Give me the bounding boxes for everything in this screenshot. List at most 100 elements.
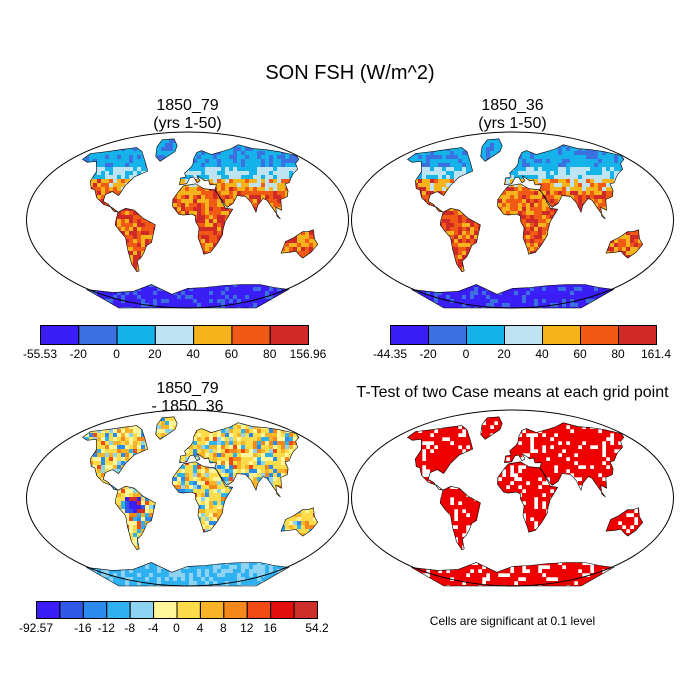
panel-2-title-line1: 1850_36 [481, 97, 544, 114]
coastline-africa [497, 461, 559, 533]
colorbar-tick-label: -55.53 [22, 347, 58, 361]
colorbar-swatch [246, 601, 272, 619]
colorbar-swatch [176, 601, 201, 619]
colorbar-swatch [293, 601, 319, 619]
colorbar-swatch [199, 601, 225, 619]
figure-title: SON FSH (W/m^2) [265, 62, 435, 84]
coastline-namerica [406, 425, 474, 491]
colorbar-swatch [36, 601, 61, 619]
colorbar-tick-label: 20 [497, 347, 511, 361]
coastline-namerica [81, 147, 149, 213]
panel-2-title-line2: (yrs 1-50) [478, 115, 547, 132]
colorbar-swatch [129, 601, 155, 619]
ocean [351, 410, 674, 586]
colorbar-swatch [580, 325, 619, 345]
map-border [351, 409, 674, 587]
colorbar-tick-label: 80 [611, 347, 625, 361]
coastline-samerica [114, 207, 156, 273]
coastline-eurasia [179, 144, 300, 220]
colorbar-swatch [106, 601, 131, 619]
coastline-eurasia [179, 422, 300, 498]
coastline-antarctica [86, 562, 290, 587]
colorbar-swatch [223, 601, 248, 619]
map-border [351, 131, 674, 309]
colorbar-swatch [154, 325, 195, 345]
panel-2-title: 1850_36 (yrs 1-50) [350, 97, 675, 133]
colorbar-tick-label: 60 [573, 347, 587, 361]
colorbar-swatch [82, 601, 108, 619]
colorbar-swatch [153, 601, 178, 619]
colorbar-tick-label: 0 [173, 621, 180, 635]
coastline-greenland [155, 416, 178, 440]
coastline-namerica [406, 147, 474, 213]
colorbar-tick-label: 156.96 [289, 347, 327, 361]
colorbar-1 [40, 325, 309, 345]
colorbar-tick-label: 16 [263, 621, 277, 635]
coastline-eurasia [504, 144, 625, 220]
colorbar-2 [390, 325, 657, 345]
colorbar-swatch [270, 601, 295, 619]
colorbar-1-labels: -55.53 -20 0 20 40 60 80 156.96 [23, 347, 326, 363]
colorbar-swatch [542, 325, 581, 345]
colorbar-tick-label: 161.4 [640, 347, 672, 361]
colorbar-tick-label: 80 [263, 347, 277, 361]
colorbar-swatch [193, 325, 233, 345]
colorbar-tick-label: -12 [97, 621, 115, 635]
map-panel-t-test [351, 409, 674, 587]
colorbar-swatch [390, 325, 429, 345]
colorbar-tick-label: 60 [224, 347, 239, 361]
panel-4-title: T-Test of two Case means at each grid po… [356, 384, 669, 401]
colorbar-3-labels: -92.57 -16 -12 -8 -4 0 4 8 12 16 54.2 [19, 621, 329, 637]
map-panel-1850-79 [26, 131, 349, 309]
coastline-samerica [439, 207, 481, 273]
coastline-eurasia [504, 422, 625, 498]
colorbar-swatch [428, 325, 467, 345]
colorbar-tick-label: -4 [147, 621, 159, 635]
coastline-samerica [439, 485, 481, 551]
coastline-africa [172, 461, 234, 533]
colorbar-swatch [40, 325, 80, 345]
colorbar-tick-label: -16 [74, 621, 92, 635]
colorbar-swatch [618, 325, 657, 345]
colorbar-swatch [116, 325, 156, 345]
coastline-samerica [114, 485, 156, 551]
coastline-africa [497, 183, 559, 255]
colorbar-tick-label: -20 [419, 347, 437, 361]
colorbar-swatch [231, 325, 271, 345]
map-panel-1850-36 [351, 131, 674, 309]
colorbar-tick-label: 40 [535, 347, 549, 361]
colorbar-tick-label: -20 [69, 347, 87, 361]
colorbar-tick-label: 8 [219, 621, 227, 635]
coastline-australia [280, 507, 319, 537]
panel-1-title: 1850_79 (yrs 1-50) [25, 97, 350, 133]
colorbar-tick-label: 0 [113, 347, 120, 361]
colorbar-tick-label: 0 [462, 347, 470, 361]
map-border [26, 409, 349, 587]
panel-3-title-line1: 1850_79 [156, 380, 219, 397]
ocean [26, 410, 349, 586]
map-panel-difference [26, 409, 349, 587]
significance-note: Cells are significant at 0.1 level [429, 614, 596, 628]
coastline-australia [605, 507, 644, 537]
colorbar-swatch [59, 601, 84, 619]
colorbar-swatch [78, 325, 118, 345]
colorbar-tick-label: -92.57 [18, 621, 54, 635]
ocean [351, 132, 674, 308]
coastline-namerica [81, 425, 149, 491]
colorbar-tick-label: 12 [240, 621, 254, 635]
colorbar-tick-label: 20 [148, 347, 162, 361]
coastline-australia [605, 229, 644, 259]
colorbar-swatch [466, 325, 505, 345]
colorbar-tick-label: 54.2 [305, 621, 329, 635]
colorbar-swatch [269, 325, 309, 345]
coastline-antarctica [86, 284, 290, 309]
coastline-antarctica [411, 562, 615, 587]
coastline-africa [172, 183, 234, 255]
ocean [26, 132, 349, 308]
panel-1-title-line2: (yrs 1-50) [153, 115, 222, 132]
map-border [26, 131, 349, 309]
coastline-greenland [480, 416, 503, 440]
colorbar-tick-label: 4 [196, 621, 204, 635]
colorbar-2-labels: -44.35 -20 0 20 40 60 80 161.4 [373, 347, 671, 363]
colorbar-3 [36, 601, 319, 619]
